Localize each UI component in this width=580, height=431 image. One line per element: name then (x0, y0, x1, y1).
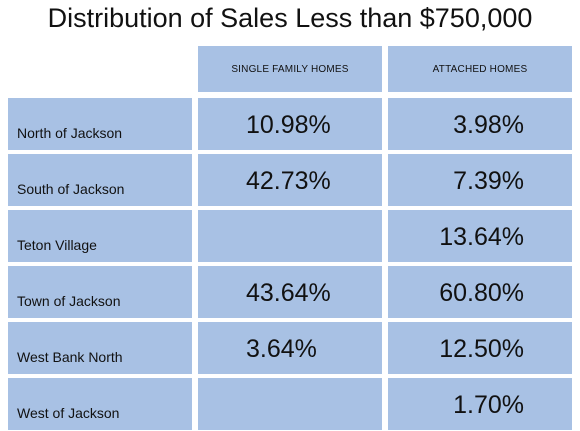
table-cell-value: 13.64% (388, 210, 572, 262)
table-cell-value: 1.70% (388, 378, 572, 430)
table-cell-value: 7.39% (388, 154, 572, 206)
chart-title: Distribution of Sales Less than $750,000 (47, 3, 533, 33)
row-label: Teton Village (8, 210, 192, 262)
table-cell-value: 42.73% (198, 154, 382, 206)
table-cell-value: 60.80% (388, 266, 572, 318)
row-label: North of Jackson (8, 98, 192, 150)
table-cell-value: 43.64% (198, 266, 382, 318)
row-label: Town of Jackson (8, 266, 192, 318)
column-header: SINGLE FAMILY HOMES (198, 46, 382, 92)
table-cell-value: 3.98% (388, 98, 572, 150)
table-cell-value: 3.64% (198, 322, 382, 374)
row-label: South of Jackson (8, 154, 192, 206)
table-cell-value: 12.50% (388, 322, 572, 374)
row-label: West of Jackson (8, 378, 192, 430)
column-header: ATTACHED HOMES (388, 46, 572, 92)
table-cell-value (198, 210, 382, 262)
row-label: West Bank North (8, 322, 192, 374)
table-cell-value (198, 378, 382, 430)
table-cell-value: 10.98% (198, 98, 382, 150)
